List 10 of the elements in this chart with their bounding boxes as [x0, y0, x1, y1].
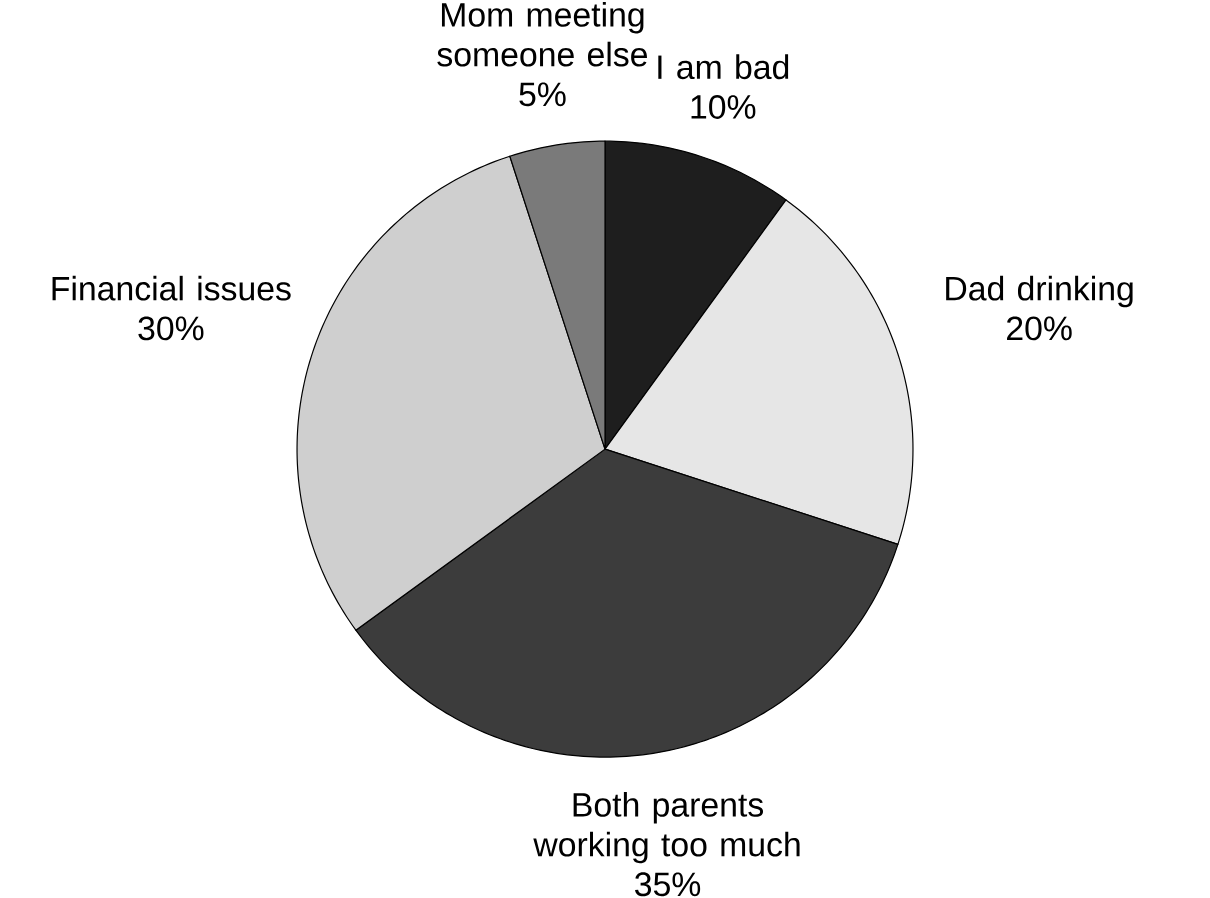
data-label: 5% — [519, 82, 566, 107]
data-label: 35% — [635, 872, 701, 897]
slice-label: Mom meeting someone else — [437, 1, 647, 67]
slice-label: Dad drinking — [946, 275, 1133, 308]
slice-label: Both parents working too much — [533, 791, 800, 864]
data-label: 20% — [1007, 316, 1072, 341]
slice-label: Financial issues — [52, 275, 291, 301]
data-label: 10% — [691, 94, 756, 119]
slice-label: I am bad — [658, 54, 789, 80]
data-label: 30% — [138, 316, 204, 341]
